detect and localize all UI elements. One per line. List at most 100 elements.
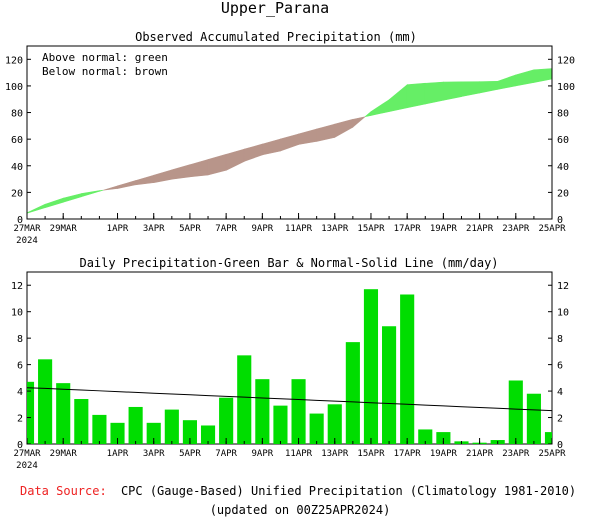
- daily-bar: [38, 359, 53, 444]
- x-tick-label: 15APR: [357, 224, 385, 234]
- anomaly-band-segment: [117, 180, 136, 189]
- y-tick-label-right: 40: [557, 162, 569, 173]
- y-tick-label-right: 80: [557, 109, 569, 120]
- bottom-x-year-label: 2024: [16, 461, 38, 471]
- anomaly-band-segment: [370, 99, 390, 116]
- x-tick-label: 15APR: [357, 449, 385, 459]
- y-tick-label-left: 100: [5, 82, 23, 93]
- anomaly-band-segment: [364, 110, 372, 118]
- anomaly-band-segment: [44, 197, 64, 209]
- x-tick-label: 17APR: [394, 224, 422, 234]
- x-tick-label: 13APR: [321, 224, 349, 234]
- daily-bar: [291, 379, 306, 444]
- daily-bar: [273, 405, 288, 444]
- x-tick-label: 23APR: [502, 224, 530, 234]
- y-tick-label-left: 2: [17, 414, 23, 425]
- x-tick-label: 7APR: [215, 449, 237, 459]
- data-source-line: Data Source: CPC (Gauge-Based) Unified P…: [20, 484, 576, 498]
- y-tick-label-left: 0: [17, 440, 23, 451]
- x-tick-label: 1APR: [107, 449, 129, 459]
- anomaly-band-segment: [62, 193, 82, 203]
- anomaly-band-segment: [189, 159, 209, 178]
- x-tick-label: 11APR: [285, 224, 313, 234]
- x-tick-label: 23APR: [502, 449, 530, 459]
- anomaly-band-segment: [153, 169, 173, 184]
- daily-bar: [110, 422, 125, 444]
- x-tick-label: 5APR: [179, 224, 201, 234]
- anomaly-band-segment: [334, 118, 354, 138]
- anomaly-band-segment: [424, 81, 444, 105]
- top-chart-title: Observed Accumulated Precipitation (mm): [135, 30, 417, 44]
- x-tick-label: 3APR: [143, 449, 165, 459]
- y-tick-label-right: 2: [557, 414, 563, 425]
- y-tick-label-right: 4: [557, 387, 563, 398]
- daily-bar: [164, 409, 179, 444]
- anomaly-band-segment: [479, 80, 498, 94]
- data-source-text: CPC (Gauge-Based) Unified Precipitation …: [121, 484, 576, 498]
- daily-bar: [128, 406, 143, 444]
- legend-above-normal: Above normal: green: [42, 51, 168, 64]
- x-tick-label: 25APR: [538, 449, 566, 459]
- bottom-plot-frame: [26, 271, 553, 445]
- daily-bar: [255, 379, 270, 444]
- y-tick-label-right: 0: [557, 215, 563, 226]
- daily-bar: [74, 399, 89, 444]
- anomaly-band-segment: [298, 128, 317, 145]
- legend-below-normal: Below normal: brown: [42, 65, 168, 78]
- anomaly-band-segment: [515, 69, 535, 87]
- anomaly-band-segment: [461, 81, 480, 97]
- anomaly-band-segment: [99, 189, 104, 192]
- x-tick-label: 19APR: [430, 449, 458, 459]
- daily-precipitation-plot: 0 0 2 2 4 4 6 6 8 8 10 10 12 12 27MAR 29MAR 1APR 3APR 5APR…: [11, 271, 569, 459]
- daily-bar: [382, 326, 397, 444]
- y-tick-label-right: 10: [557, 308, 569, 319]
- normal-line: [26, 387, 553, 412]
- y-tick-label-right: 6: [557, 361, 563, 372]
- y-tick-label-left: 80: [11, 109, 23, 120]
- y-tick-label-left: 10: [11, 308, 23, 319]
- anomaly-band-segment: [81, 190, 100, 198]
- daily-bar: [309, 413, 324, 444]
- daily-bar: [219, 397, 234, 444]
- anomaly-band-segment: [207, 153, 227, 176]
- y-tick-label-left: 0: [17, 215, 23, 226]
- daily-bar: [508, 380, 523, 444]
- anomaly-band-segment: [443, 81, 462, 101]
- y-tick-label-left: 120: [5, 55, 23, 66]
- y-tick-label-left: 6: [17, 361, 23, 372]
- x-tick-label: 3APR: [143, 224, 165, 234]
- top-x-year-label: 2024: [16, 236, 38, 246]
- anomaly-band-segment: [243, 143, 263, 162]
- anomaly-band-segment: [280, 133, 299, 152]
- accumulated-precipitation-plot: 0 0 20 20 40 40 60 60 80 80 100 100 120 120 27MAR 29MAR…: [5, 45, 575, 234]
- y-tick-label-right: 12: [557, 281, 569, 292]
- y-tick-label-right: 60: [557, 135, 569, 146]
- daily-bar: [146, 422, 161, 444]
- daily-bar: [345, 342, 360, 444]
- updated-timestamp: (updated on 00Z25APR2024): [210, 503, 391, 517]
- x-tick-label: 27MAR: [13, 224, 41, 234]
- daily-bar: [27, 381, 35, 444]
- y-tick-label-left: 60: [11, 135, 23, 146]
- x-tick-label: 21APR: [466, 224, 494, 234]
- page-title: Upper_Parana: [221, 0, 329, 17]
- y-tick-label-right: 20: [557, 188, 569, 199]
- y-tick-label-right: 0: [557, 440, 563, 451]
- x-tick-label: 5APR: [179, 449, 201, 459]
- anomaly-band-segment: [316, 123, 336, 142]
- x-tick-label: 9APR: [252, 449, 274, 459]
- x-tick-label: 19APR: [430, 224, 458, 234]
- anomaly-band-segment: [171, 164, 191, 180]
- y-tick-label-left: 12: [11, 281, 23, 292]
- daily-bar: [363, 289, 379, 444]
- daily-bar: [418, 429, 433, 444]
- y-tick-label-right: 120: [557, 55, 575, 66]
- daily-bar: [237, 355, 252, 444]
- x-tick-label: 25APR: [538, 224, 566, 234]
- anomaly-band-segment: [406, 82, 426, 109]
- x-tick-label: 29MAR: [50, 224, 78, 234]
- anomaly-band-segment: [533, 68, 553, 83]
- anomaly-band-segment: [262, 138, 281, 156]
- x-tick-label: 13APR: [321, 449, 349, 459]
